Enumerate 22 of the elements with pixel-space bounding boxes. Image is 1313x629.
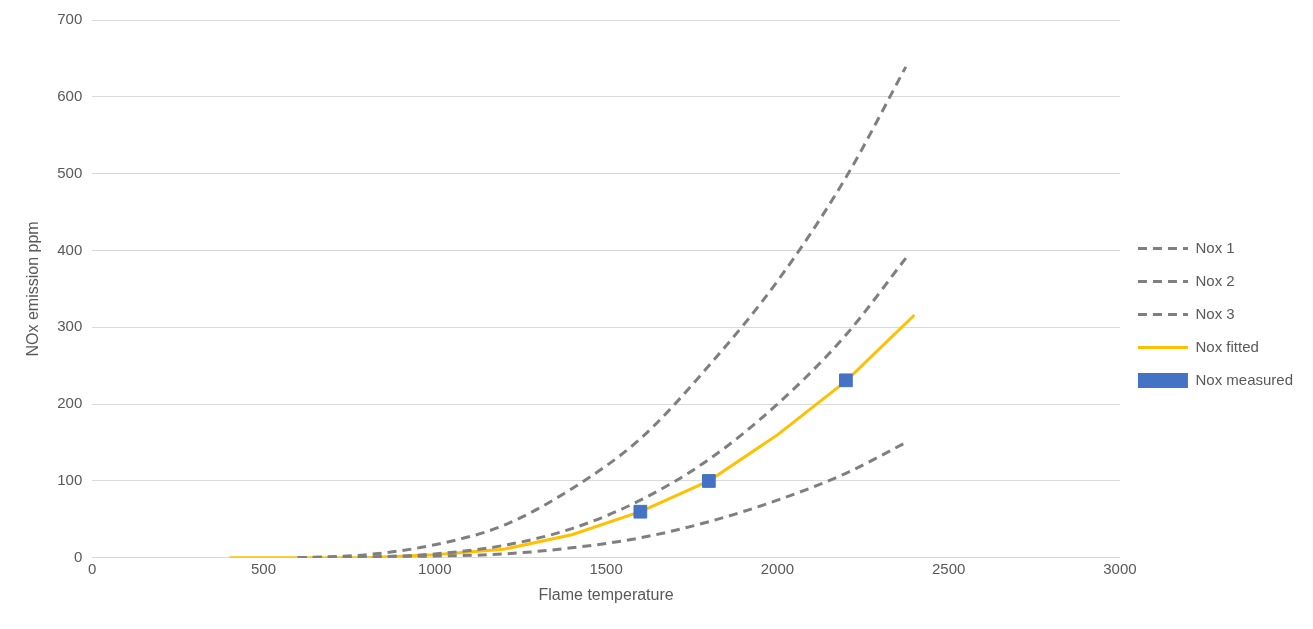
y-tick-label: 700 [57, 10, 83, 28]
x-tick-label: 3000 [1103, 559, 1137, 577]
y-tick-label: 600 [57, 86, 83, 104]
legend-label: Nox 2 [1195, 271, 1235, 289]
y-axis-title: NOx emission ppm [24, 221, 42, 357]
legend-label: Nox 3 [1195, 304, 1235, 322]
x-tick-label: 1500 [589, 559, 623, 577]
y-tick-label: 100 [57, 471, 83, 489]
legend-label: Nox fitted [1195, 337, 1259, 355]
y-tick-label: 0 [73, 547, 83, 565]
x-tick-label: 500 [251, 559, 277, 577]
x-tick-label: 2500 [931, 559, 966, 577]
legend-label: Nox 1 [1195, 238, 1235, 256]
legend-label: Nox measured [1195, 370, 1293, 388]
x-tick-label: 1000 [418, 559, 452, 577]
y-tick-label: 400 [57, 240, 83, 258]
x-tick-label: 0 [88, 559, 97, 577]
y-tick-label: 200 [57, 394, 83, 412]
x-axis-title: Flame temperature [538, 585, 674, 603]
y-tick-label: 300 [57, 317, 83, 335]
x-tick-label: 2000 [760, 559, 795, 577]
y-tick-label: 500 [57, 163, 83, 181]
